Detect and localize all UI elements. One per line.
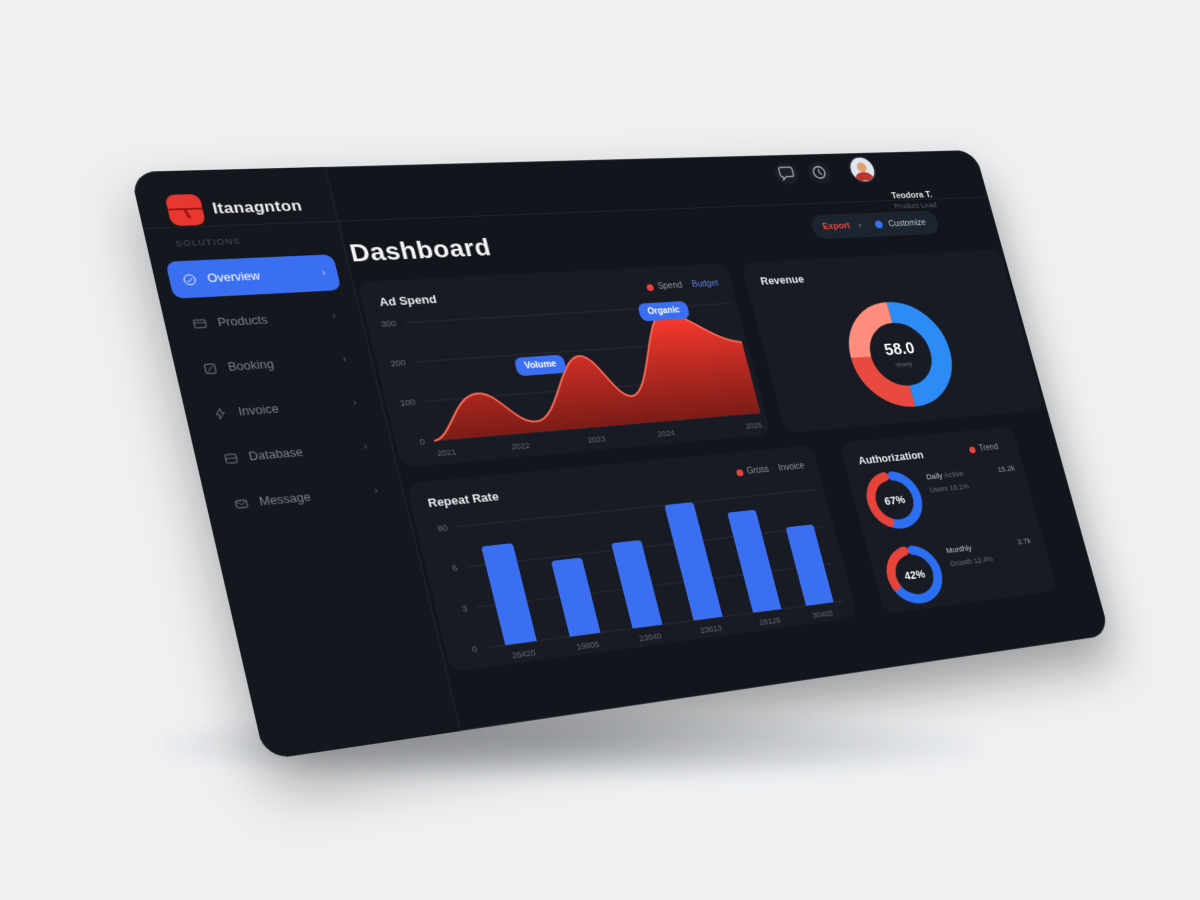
svg-text:23040: 23040: [638, 631, 662, 643]
svg-text:2024: 2024: [656, 428, 675, 438]
svg-text:28420: 28420: [511, 648, 536, 660]
svg-text:100: 100: [399, 398, 416, 409]
svg-text:0: 0: [471, 644, 478, 655]
svg-text:30400: 30400: [811, 609, 834, 620]
svg-text:0: 0: [419, 437, 426, 447]
svg-text:80: 80: [436, 523, 448, 534]
svg-text:2025: 2025: [745, 421, 764, 431]
svg-text:3: 3: [461, 604, 468, 615]
svg-text:2023: 2023: [587, 434, 607, 444]
svg-text:2021: 2021: [436, 447, 457, 458]
svg-text:28128: 28128: [758, 616, 781, 627]
svg-text:6: 6: [451, 563, 458, 574]
svg-text:2022: 2022: [510, 441, 530, 451]
svg-text:300: 300: [380, 319, 397, 330]
svg-text:19805: 19805: [575, 640, 600, 652]
svg-text:23613: 23613: [699, 623, 723, 635]
svg-text:200: 200: [389, 358, 406, 369]
